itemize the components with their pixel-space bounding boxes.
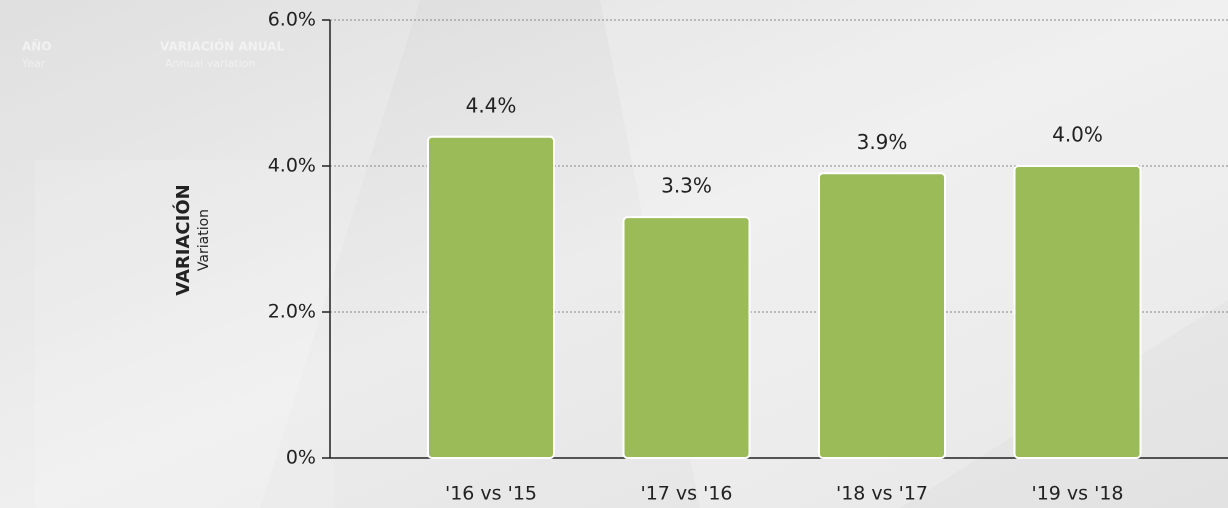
y-axis-sublabel: Variation <box>196 209 212 271</box>
background-shape <box>0 0 420 508</box>
y-tick-label: 0% <box>286 447 316 469</box>
value-label: 3.3% <box>661 174 712 198</box>
value-label: 3.9% <box>857 130 908 154</box>
y-tick-label: 4.0% <box>268 155 316 177</box>
bar <box>818 172 946 460</box>
bar <box>427 135 555 460</box>
x-tick-label: '19 vs '18 <box>1031 483 1123 505</box>
x-tick-label: '16 vs '15 <box>445 483 537 505</box>
header-subtitle: Year <box>21 57 46 70</box>
header-subtitle: Annual variation <box>165 57 255 70</box>
background-shape <box>35 160 335 508</box>
bar <box>622 216 751 459</box>
header-title: AÑO <box>22 39 52 54</box>
bar <box>1013 165 1142 459</box>
value-label: 4.4% <box>466 93 517 117</box>
x-tick-label: '18 vs '17 <box>836 483 928 505</box>
y-tick-label: 6.0% <box>268 9 316 31</box>
x-tick-label: '17 vs '16 <box>640 483 732 505</box>
y-axis-label: VARIACIÓN <box>172 184 194 295</box>
value-label: 4.0% <box>1052 123 1103 147</box>
header-title: VARIACIÓN ANUAL <box>160 39 284 54</box>
y-tick-label: 2.0% <box>268 301 316 323</box>
